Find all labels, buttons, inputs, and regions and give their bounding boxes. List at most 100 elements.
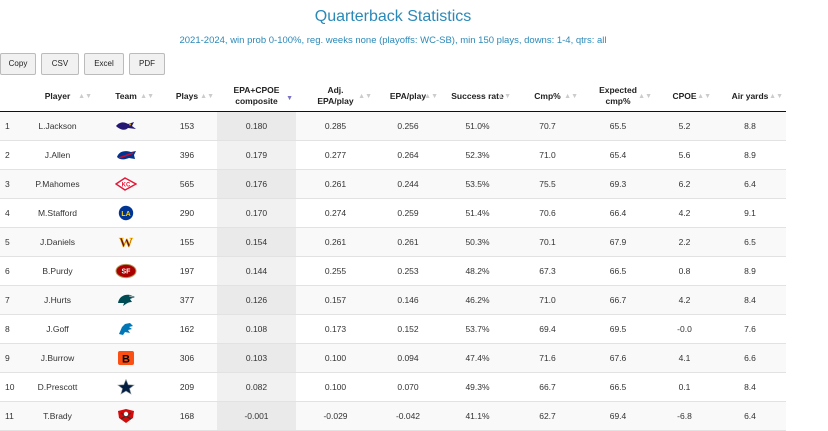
pdf-button[interactable]: PDF bbox=[129, 53, 165, 75]
buccaneers-logo-icon bbox=[115, 409, 137, 423]
air-yards-cell: 6.4 bbox=[714, 401, 786, 431]
composite-header[interactable]: EPA+CPOE composite ▼ bbox=[217, 81, 296, 112]
player-cell: T.Brady bbox=[20, 401, 95, 431]
plays-cell: 377 bbox=[157, 285, 217, 315]
team-cell bbox=[95, 285, 157, 315]
excel-button[interactable]: Excel bbox=[84, 53, 124, 75]
plays-cell: 155 bbox=[157, 227, 217, 257]
rams-logo-icon: LA bbox=[115, 205, 137, 221]
rank-cell: 6 bbox=[0, 256, 20, 286]
player-cell: L.Jackson bbox=[20, 111, 95, 141]
sort-arrows-icon: ▲▼ bbox=[497, 93, 511, 100]
team-cell: SF bbox=[95, 256, 157, 286]
plays-cell: 168 bbox=[157, 401, 217, 431]
composite-cell: 0.154 bbox=[217, 227, 296, 257]
table-header-row: Player ▲▼ Team ▲▼ Plays ▲▼ EPA+CPOE composit… bbox=[0, 81, 786, 112]
success-rate-cell: 41.1% bbox=[441, 401, 514, 431]
chiefs-logo-icon: KC bbox=[115, 177, 137, 191]
plays-cell: 209 bbox=[157, 372, 217, 402]
adj-epa-cell: 0.261 bbox=[296, 227, 375, 257]
team-header[interactable]: Team ▲▼ bbox=[95, 81, 157, 112]
air-yards-cell: 6.4 bbox=[714, 169, 786, 199]
cmp-cell: 69.4 bbox=[514, 314, 581, 344]
sort-arrows-icon: ▲▼ bbox=[200, 93, 214, 100]
cmp-cell: 71.0 bbox=[514, 140, 581, 170]
cpoe-cell: 5.2 bbox=[655, 111, 714, 141]
cpoe-cell: 4.2 bbox=[655, 198, 714, 228]
rank-cell: 4 bbox=[0, 198, 20, 228]
air-yards-cell: 8.4 bbox=[714, 372, 786, 402]
success-rate-cell: 53.5% bbox=[441, 169, 514, 199]
air-yards-cell: 6.6 bbox=[714, 343, 786, 373]
composite-cell: 0.170 bbox=[217, 198, 296, 228]
success-rate-cell: 51.4% bbox=[441, 198, 514, 228]
epa-cell: -0.042 bbox=[375, 401, 441, 431]
composite-cell: 0.176 bbox=[217, 169, 296, 199]
epa-cell: 0.259 bbox=[375, 198, 441, 228]
player-cell: P.Mahomes bbox=[20, 169, 95, 199]
player-cell: J.Daniels bbox=[20, 227, 95, 257]
adj-epa-cell: 0.157 bbox=[296, 285, 375, 315]
success-rate-header[interactable]: Success rate ▲▼ bbox=[441, 81, 514, 112]
csv-button[interactable]: CSV bbox=[41, 53, 79, 75]
cpoe-cell: 4.1 bbox=[655, 343, 714, 373]
expected-cmp-cell: 66.7 bbox=[581, 285, 655, 315]
cmp-cell: 75.5 bbox=[514, 169, 581, 199]
table-row: 7 J.Hurts 377 0.126 0.157 0.146 46.2% 71.0 66.7 4… bbox=[0, 285, 786, 315]
team-cell bbox=[95, 401, 157, 431]
success-rate-cell: 48.2% bbox=[441, 256, 514, 286]
copy-button[interactable]: Copy bbox=[0, 53, 36, 75]
expected-cmp-header[interactable]: Expected cmp% ▲▼ bbox=[581, 81, 655, 112]
plays-cell: 565 bbox=[157, 169, 217, 199]
rank-cell: 5 bbox=[0, 227, 20, 257]
rank-cell: 3 bbox=[0, 169, 20, 199]
cpoe-cell: 0.1 bbox=[655, 372, 714, 402]
player-cell: M.Stafford bbox=[20, 198, 95, 228]
plays-cell: 396 bbox=[157, 140, 217, 170]
adj-epa-header[interactable]: Adj. EPA/play ▲▼ bbox=[296, 81, 375, 112]
rank-header bbox=[0, 81, 20, 112]
cmp-cell: 62.7 bbox=[514, 401, 581, 431]
bengals-logo-icon: B bbox=[115, 351, 137, 366]
cpoe-header[interactable]: CPOE ▲▼ bbox=[655, 81, 714, 112]
adj-epa-cell: 0.100 bbox=[296, 372, 375, 402]
epa-cell: 0.253 bbox=[375, 256, 441, 286]
qb-stats-table: Player ▲▼ Team ▲▼ Plays ▲▼ EPA+CPOE composit… bbox=[0, 81, 786, 431]
adj-epa-cell: 0.261 bbox=[296, 169, 375, 199]
adj-epa-cell: 0.274 bbox=[296, 198, 375, 228]
svg-text:LA: LA bbox=[121, 211, 130, 218]
air-yards-cell: 6.5 bbox=[714, 227, 786, 257]
adj-epa-cell: 0.173 bbox=[296, 314, 375, 344]
player-cell: J.Hurts bbox=[20, 285, 95, 315]
sort-arrows-icon: ▲▼ bbox=[564, 93, 578, 100]
air-yards-cell: 8.9 bbox=[714, 256, 786, 286]
sort-arrows-icon: ▲▼ bbox=[140, 93, 154, 100]
epa-cell: 0.264 bbox=[375, 140, 441, 170]
adj-epa-cell: 0.100 bbox=[296, 343, 375, 373]
plays-header[interactable]: Plays ▲▼ bbox=[157, 81, 217, 112]
plays-cell: 290 bbox=[157, 198, 217, 228]
epa-cell: 0.094 bbox=[375, 343, 441, 373]
cmp-header[interactable]: Cmp% ▲▼ bbox=[514, 81, 581, 112]
air-yards-cell: 7.6 bbox=[714, 314, 786, 344]
epa-header[interactable]: EPA/play ▲▼ bbox=[375, 81, 441, 112]
table-row: 10 D.Prescott 209 0.082 0.100 0.070 49.3% 66.7 6… bbox=[0, 372, 786, 402]
expected-cmp-cell: 69.5 bbox=[581, 314, 655, 344]
adj-epa-cell: 0.285 bbox=[296, 111, 375, 141]
team-cell bbox=[95, 314, 157, 344]
team-cell: W bbox=[95, 227, 157, 257]
ravens-logo-icon bbox=[115, 120, 137, 130]
cmp-cell: 71.6 bbox=[514, 343, 581, 373]
table-row: 8 J.Goff 162 0.108 0.173 0.152 53.7% 69.4 69.5 -0… bbox=[0, 314, 786, 344]
plays-cell: 197 bbox=[157, 256, 217, 286]
table-row: 6 B.Purdy SF 197 0.144 0.255 0.253 48.2% 67.3 66.… bbox=[0, 256, 786, 286]
rank-cell: 2 bbox=[0, 140, 20, 170]
expected-cmp-cell: 69.3 bbox=[581, 169, 655, 199]
cowboys-logo-icon bbox=[115, 379, 137, 395]
plays-cell: 162 bbox=[157, 314, 217, 344]
player-header[interactable]: Player ▲▼ bbox=[20, 81, 95, 112]
expected-cmp-cell: 65.4 bbox=[581, 140, 655, 170]
team-cell: LA bbox=[95, 198, 157, 228]
svg-text:W: W bbox=[119, 236, 133, 250]
air-yards-header[interactable]: Air yards ▲▼ bbox=[714, 81, 786, 112]
